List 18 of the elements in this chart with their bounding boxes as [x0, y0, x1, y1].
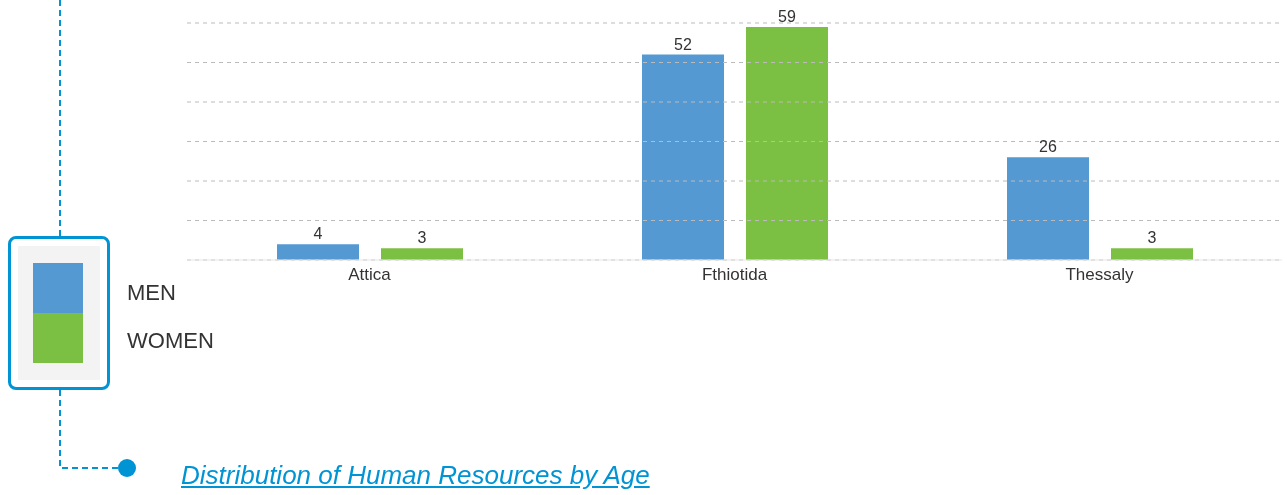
x-tick-label: Fthiotida — [701, 265, 768, 285]
data-label: 52 — [674, 35, 692, 53]
data-label: 3 — [417, 229, 427, 247]
data-label: 59 — [778, 7, 796, 25]
x-tick-label: Attica — [348, 265, 392, 285]
legend-label: WOMEN — [127, 328, 214, 354]
data-label: 4 — [313, 225, 323, 243]
bar — [1111, 248, 1193, 260]
x-tick-label: Thessaly — [1065, 265, 1135, 285]
data-label: 3 — [1147, 229, 1157, 247]
bar — [746, 26, 828, 260]
data-label: 26 — [1039, 138, 1057, 156]
bar — [1007, 157, 1089, 260]
legend-label: MEN — [127, 280, 176, 306]
bar — [381, 248, 463, 260]
bar — [277, 244, 359, 260]
text: Distribution of Human Resources by Age — [181, 460, 650, 491]
bar — [642, 54, 724, 260]
